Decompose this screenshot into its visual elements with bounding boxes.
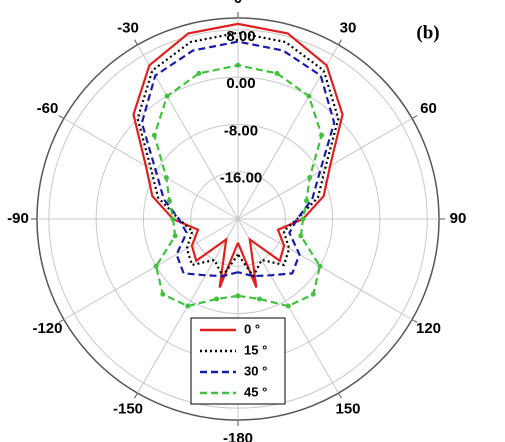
theta-tick-label: 30 bbox=[340, 19, 357, 36]
series-marker bbox=[285, 303, 291, 309]
series-marker bbox=[196, 70, 202, 76]
series-marker bbox=[304, 198, 310, 204]
theta-tick-label: -90 bbox=[7, 210, 29, 227]
legend: 0 ° 15 ° 30 ° 45 ° bbox=[190, 317, 286, 405]
theta-tick-label: -150 bbox=[113, 400, 143, 417]
series-marker bbox=[307, 175, 313, 181]
series-marker bbox=[235, 62, 241, 68]
grid-circle bbox=[190, 171, 286, 267]
series-marker bbox=[300, 216, 306, 222]
legend-label: 15 ° bbox=[244, 342, 267, 357]
series-marker bbox=[185, 303, 191, 309]
theta-tick bbox=[58, 115, 65, 119]
grid-circle bbox=[142, 123, 334, 315]
series-marker bbox=[172, 233, 178, 239]
theta-tick-label: 0 bbox=[234, 0, 242, 7]
series-line bbox=[140, 40, 336, 278]
series-marker bbox=[170, 216, 176, 222]
r-tick-label: -8.00 bbox=[224, 122, 258, 139]
theta-tick bbox=[411, 115, 418, 119]
spoke bbox=[137, 44, 239, 220]
series-marker bbox=[310, 291, 316, 297]
theta-tick bbox=[134, 39, 138, 46]
series-marker bbox=[153, 263, 159, 269]
spoke bbox=[63, 218, 239, 320]
legend-box bbox=[190, 317, 286, 405]
r-tick-label: 0.00 bbox=[226, 75, 255, 92]
theta-tick-label: -60 bbox=[37, 100, 59, 117]
theta-tick-label: 90 bbox=[450, 210, 467, 227]
series-marker bbox=[235, 293, 241, 299]
spoke bbox=[237, 44, 339, 220]
series-marker bbox=[166, 198, 172, 204]
series-marker bbox=[164, 93, 170, 99]
panel-label: (b) bbox=[416, 22, 439, 43]
legend-label: 0 ° bbox=[244, 321, 260, 336]
theta-tick bbox=[338, 392, 342, 399]
series-marker bbox=[317, 263, 323, 269]
spoke bbox=[237, 118, 413, 220]
series-marker bbox=[256, 296, 262, 302]
spoke bbox=[237, 218, 413, 320]
series-line bbox=[132, 22, 344, 288]
series-marker bbox=[274, 70, 280, 76]
r-tick-label: -16.00 bbox=[220, 170, 263, 187]
series-marker bbox=[151, 132, 157, 138]
grid-circle bbox=[48, 29, 428, 409]
legend-label: 45 ° bbox=[244, 384, 267, 399]
legend-label: 30 ° bbox=[244, 363, 267, 378]
series-marker bbox=[298, 233, 304, 239]
series-marker bbox=[160, 291, 166, 297]
theta-tick-label: -180 bbox=[223, 430, 253, 442]
theta-tick bbox=[338, 39, 342, 46]
theta-tick-label: -120 bbox=[32, 320, 62, 337]
theta-tick bbox=[58, 319, 65, 323]
r-tick-label: 8.00 bbox=[226, 28, 255, 45]
series-marker bbox=[306, 93, 312, 99]
theta-tick-label: -30 bbox=[117, 19, 139, 36]
series-marker bbox=[319, 132, 325, 138]
series-marker bbox=[214, 296, 220, 302]
theta-tick-label: 150 bbox=[335, 400, 360, 417]
theta-tick-label: 60 bbox=[420, 100, 437, 117]
theta-tick bbox=[411, 319, 418, 323]
series-marker bbox=[163, 175, 169, 181]
theta-tick bbox=[134, 392, 138, 399]
theta-tick-label: 120 bbox=[416, 320, 441, 337]
